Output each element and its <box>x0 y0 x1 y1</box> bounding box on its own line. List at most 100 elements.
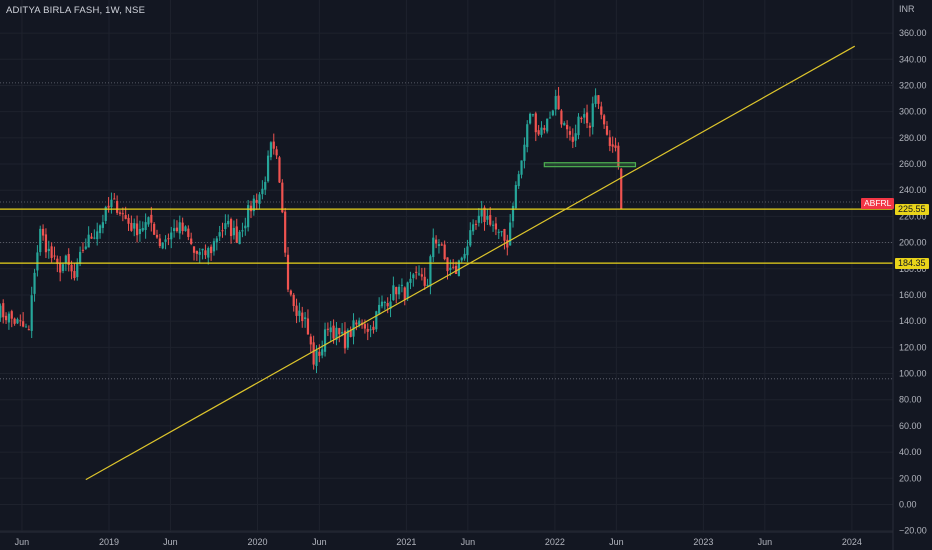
candle-body <box>329 327 332 333</box>
candle-body <box>321 349 324 356</box>
candle-body <box>298 310 301 316</box>
candle-body <box>76 262 79 278</box>
candle-body <box>266 155 270 182</box>
candle-body <box>41 228 45 236</box>
x-tick-label: 2021 <box>396 537 416 547</box>
candle-body <box>509 222 512 246</box>
symbol-price-tag: ABFRL <box>861 198 895 209</box>
candle-body <box>127 217 130 224</box>
candle-body <box>175 227 179 232</box>
candle-body <box>249 205 253 212</box>
candle-body <box>383 301 386 303</box>
candle-body <box>90 236 93 239</box>
x-tick-label: Jun <box>609 537 624 547</box>
candle-body <box>497 231 500 233</box>
y-tick-label: 60.00 <box>899 421 922 431</box>
candle-body <box>611 144 614 147</box>
candle-body <box>588 125 591 128</box>
candle-body <box>375 311 378 330</box>
x-tick-label: 2023 <box>693 537 713 547</box>
candle-body <box>195 250 198 254</box>
candle-body <box>503 228 506 241</box>
candle-body <box>252 198 255 212</box>
y-tick-label: 220.00 <box>899 211 927 221</box>
candle-body <box>13 318 16 324</box>
candle-body <box>520 160 523 175</box>
candle-body <box>138 229 142 235</box>
candle-body <box>204 250 207 256</box>
candle-body <box>247 205 250 228</box>
candle-body <box>284 211 287 253</box>
candle-body <box>27 329 30 331</box>
candle-body <box>457 260 460 276</box>
candle-body <box>192 246 196 253</box>
candle-body <box>474 223 478 225</box>
candle-body <box>224 223 227 229</box>
candle-body <box>144 222 147 230</box>
candle-body <box>201 248 204 251</box>
candle-body <box>141 228 144 231</box>
x-tick-label: Jun <box>15 537 30 547</box>
price-level-tag: 184.35 <box>895 257 929 269</box>
y-tick-label: 240.00 <box>899 185 927 195</box>
candle-body <box>335 327 338 341</box>
candle-body <box>235 226 238 243</box>
candle-body <box>47 248 50 252</box>
x-tick-label: Jun <box>461 537 476 547</box>
candle-body <box>528 113 532 124</box>
time-axis[interactable]: Jun 2019 Jun 2020 Jun 2021 Jun 2022 Jun 2023 Jun 20… <box>0 531 893 547</box>
candle-body <box>423 276 426 286</box>
candle-body <box>292 294 295 307</box>
candle-body <box>472 224 475 232</box>
candle-body <box>158 238 161 247</box>
x-tick-label: 2020 <box>247 537 267 547</box>
candles <box>0 87 623 374</box>
candle-body <box>118 212 122 214</box>
candle-body <box>172 228 176 232</box>
candle-body <box>440 244 443 246</box>
candle-body <box>164 239 167 242</box>
candle-body <box>124 215 127 219</box>
y-tick-label: 140.00 <box>899 316 927 326</box>
candle-body <box>380 301 384 307</box>
y-tick-label: 100.00 <box>899 369 927 379</box>
candle-body <box>412 274 415 279</box>
candle-body <box>56 258 59 264</box>
candle-body <box>477 215 480 223</box>
candle-body <box>178 222 181 234</box>
candle-body <box>463 253 466 259</box>
y-tick-label: 320.00 <box>899 80 927 90</box>
candle-body <box>184 226 187 232</box>
candle-body <box>600 106 603 115</box>
candle-body <box>198 251 201 255</box>
candle-body <box>39 228 42 253</box>
y-tick-label: 180.00 <box>899 264 927 274</box>
candle-body <box>460 257 463 261</box>
candle-body <box>554 96 557 110</box>
chart-title: ADITYA BIRLA FASH, 1W, NSE <box>6 5 146 16</box>
y-tick-label: 360.00 <box>899 28 927 38</box>
candle-body <box>315 350 318 366</box>
candle-body <box>101 222 104 228</box>
price-axis[interactable]: 360.00 340.00 320.00 300.00 280.00 260.00 240.… <box>892 0 927 550</box>
x-tick-label: 2024 <box>842 537 862 547</box>
candle-body <box>309 336 312 345</box>
candle-body <box>511 205 515 222</box>
candle-body <box>107 205 110 208</box>
candle-body <box>190 238 193 244</box>
candle-body <box>517 174 520 187</box>
candle-body <box>585 112 589 124</box>
candle-body <box>150 214 153 223</box>
candle-body <box>466 246 469 256</box>
y-tick-label: 20.00 <box>899 473 922 483</box>
drawings[interactable] <box>0 45 893 481</box>
candle-body <box>483 207 486 223</box>
y-tick-label: 300.00 <box>899 107 927 117</box>
y-tick-label: 280.00 <box>899 133 927 143</box>
candle-body <box>338 328 341 335</box>
candle-body <box>301 312 304 322</box>
candle-body <box>346 330 349 348</box>
candle-body <box>59 262 62 273</box>
x-tick-label: Jun <box>163 537 178 547</box>
